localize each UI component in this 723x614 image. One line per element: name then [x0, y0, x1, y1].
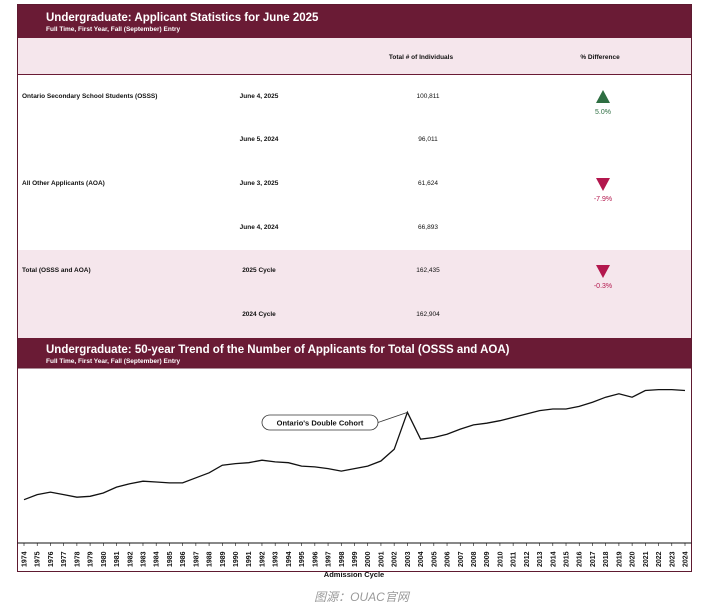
x-tick-label: 1989 [220, 551, 227, 567]
x-tick-label: 2019 [616, 551, 623, 567]
x-tick-label: 1997 [326, 551, 333, 567]
x-tick-label: 1994 [286, 551, 293, 567]
x-tick-label: 2023 [669, 551, 676, 567]
x-tick-label: 1981 [114, 551, 121, 567]
x-tick-label: 2011 [511, 552, 518, 567]
row-date: June 3, 2025 [239, 180, 279, 187]
x-axis-label: Admission Cycle [324, 570, 384, 579]
chart-subtitle: Full Time, First Year, Fall (September) … [46, 358, 181, 365]
decrease-arrow-icon [596, 265, 610, 278]
x-tick-label: 1991 [246, 551, 253, 567]
row-date: June 4, 2024 [239, 224, 279, 231]
x-tick-label: 1998 [339, 551, 346, 567]
x-tick-label: 2008 [471, 551, 478, 567]
trend-line-chart: Ontario's Double Cohort 1974 1975 1976 1977… [17, 367, 692, 579]
col-diff-header: % Difference [580, 54, 620, 61]
x-tick-label: 1974 [22, 551, 29, 567]
table-header: Undergraduate: Applicant Statistics for … [18, 5, 691, 38]
header-divider [18, 74, 691, 75]
x-tick-label: 1980 [101, 551, 108, 567]
table-title: Undergraduate: Applicant Statistics for … [46, 12, 319, 24]
x-tick-label: 2007 [458, 551, 465, 567]
x-tick-label: 2014 [550, 551, 557, 567]
x-tick-label: 1982 [127, 551, 134, 567]
x-tick-label: 2009 [484, 551, 491, 567]
x-tick-label: 2006 [445, 551, 452, 567]
column-header-row: Total # of Individuals % Difference [18, 38, 691, 74]
chart-title: Undergraduate: 50-year Trend of the Numb… [46, 344, 510, 356]
x-tick-label: 2024 [683, 551, 690, 567]
x-tick-label: 1979 [88, 551, 95, 567]
x-tick-label: 2002 [392, 551, 399, 567]
x-tick-label: 1984 [154, 551, 161, 567]
row-value: 100,811 [416, 93, 440, 100]
x-tick-label: 1976 [48, 551, 55, 567]
row-date: 2024 Cycle [242, 311, 276, 318]
x-tick-label: 1995 [299, 551, 306, 567]
col-total-header: Total # of Individuals [388, 54, 454, 61]
x-tick-label: 2022 [656, 551, 663, 567]
x-tick-label: 1978 [74, 551, 81, 567]
x-tick-label: 1975 [35, 551, 42, 567]
x-tick-label: 2001 [378, 551, 385, 567]
group-label: Ontario Secondary School Students (OSSS) [22, 93, 158, 100]
chart-header: Undergraduate: 50-year Trend of the Numb… [18, 338, 691, 370]
row-date: June 5, 2024 [239, 136, 279, 143]
double-cohort-annotation: Ontario's Double Cohort [261, 411, 408, 431]
table-subtitle: Full Time, First Year, Fall (September) … [46, 26, 181, 33]
x-tick-label: 2017 [590, 551, 597, 567]
row-value: 61,624 [418, 180, 438, 187]
x-tick-label: 1996 [312, 551, 319, 567]
x-tick-label: 1992 [259, 551, 266, 567]
annotation-box [261, 414, 379, 431]
annotation-text: Ontario's Double Cohort [277, 419, 364, 428]
x-tick-label: 2004 [418, 551, 425, 567]
x-tick-label: 1977 [61, 551, 68, 567]
x-tick-label: 1985 [167, 551, 174, 567]
x-tick-label: 1999 [352, 551, 359, 567]
series-line [23, 388, 686, 501]
row-diff: -0.3% [593, 283, 613, 290]
x-tick-label: 1983 [140, 551, 147, 567]
row-date: June 4, 2025 [239, 93, 279, 100]
increase-arrow-icon [596, 90, 610, 103]
x-tick-label: 2005 [431, 551, 438, 567]
x-tick-label: 2013 [537, 551, 544, 567]
x-tick-label: 1993 [273, 551, 280, 567]
x-tick-label: 1990 [233, 551, 240, 567]
x-tick-label: 2003 [405, 551, 412, 567]
group-label: All Other Applicants (AOA) [22, 180, 105, 187]
x-tick-label: 2016 [577, 551, 584, 567]
x-tick-label: 2018 [603, 551, 610, 567]
x-tick-label: 2021 [643, 551, 650, 567]
row-value: 96,011 [418, 136, 438, 143]
x-tick-label: 2015 [564, 551, 571, 567]
decrease-arrow-icon [596, 178, 610, 191]
row-date: 2025 Cycle [242, 267, 276, 274]
x-tick-label: 2000 [365, 551, 372, 567]
group-label: Total (OSSS and AOA) [22, 267, 91, 274]
x-tick-label: 2012 [524, 551, 531, 567]
row-diff: -7.9% [593, 196, 613, 203]
annotation-leader [377, 411, 408, 423]
row-value: 162,904 [416, 311, 440, 318]
source-caption: 图源：OUAC官网 [314, 590, 409, 604]
row-value: 66,893 [418, 224, 438, 231]
plot-area [17, 367, 692, 544]
applicant-statistics-panel: Undergraduate: Applicant Statistics for … [17, 4, 692, 572]
x-tick-label: 1986 [180, 551, 187, 567]
row-diff: 5.0% [595, 109, 611, 116]
x-tick-label: 2020 [630, 551, 637, 567]
row-value: 162,435 [416, 267, 440, 274]
x-tick-label: 1988 [207, 551, 214, 567]
x-tick-label: 1987 [193, 551, 200, 567]
x-tick-label: 2010 [497, 551, 504, 567]
total-band [18, 250, 691, 338]
x-tick-labels: 1974 1975 1976 1977 1978 1979 1980 1981 1982 1983… [22, 543, 690, 567]
